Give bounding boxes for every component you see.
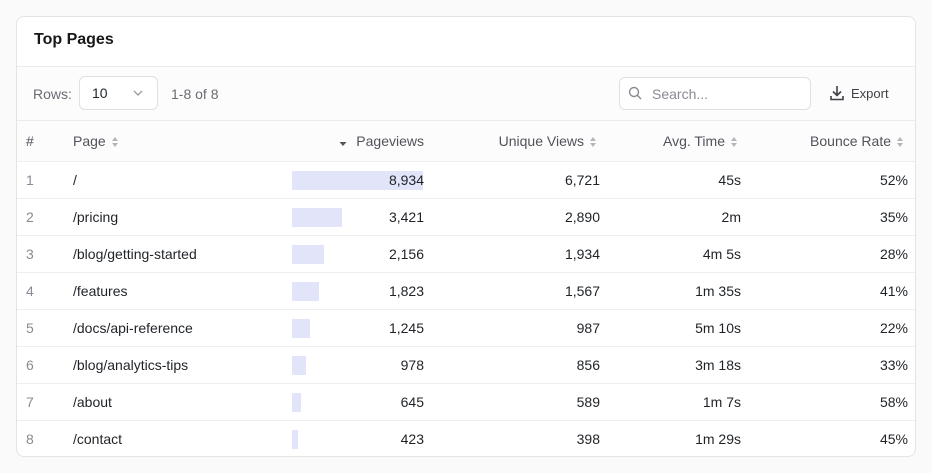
table-header: # Page Pageviews Unique Views Avg. Time … — [17, 121, 915, 161]
export-icon — [830, 86, 844, 101]
avg-time-cell: 5m 10s — [695, 320, 741, 336]
unique-views-cell: 856 — [576, 357, 600, 373]
table-row: 4/features 1,823 1,567 1m 35s 41% — [17, 272, 915, 309]
column-header[interactable]: Bounce Rate — [810, 133, 891, 149]
page-bar — [292, 319, 311, 338]
unique-views-cell: 987 — [576, 320, 600, 336]
unique-views-cell: 398 — [576, 431, 600, 447]
unique-views-cell: 2,890 — [564, 209, 600, 225]
page-cell: /features — [73, 283, 128, 299]
page-cell: /contact — [73, 431, 123, 447]
bounce-rate-cell: 52% — [879, 172, 908, 188]
avg-time-cell: 1m 7s — [702, 394, 741, 410]
table-row: 8/contact 423 398 1m 29s 45% — [17, 420, 915, 456]
rank-cell: 8 — [26, 431, 34, 447]
sort-icon — [339, 142, 347, 146]
unique-views-cell: 6,721 — [564, 172, 600, 188]
page-cell: / — [73, 172, 77, 188]
pageviews-cell: 8,934 — [388, 172, 424, 188]
avg-time-cell: 2m — [721, 209, 741, 225]
divider — [17, 120, 915, 121]
export-label: Export — [851, 86, 889, 101]
table-row: 5/docs/api-reference 1,245 987 5m 10s 22% — [17, 309, 915, 346]
page-cell: /blog/getting-started — [73, 246, 197, 262]
sort-icon — [897, 137, 903, 147]
pageviews-cell: 2,156 — [388, 246, 424, 262]
pageviews-cell: 1,245 — [388, 320, 424, 336]
column-header[interactable]: Avg. Time — [663, 133, 725, 149]
search-icon — [628, 86, 642, 100]
bounce-rate-cell: 28% — [879, 246, 908, 262]
chevron-icon — [133, 90, 143, 96]
table-card: Top Pages Rows: 10 1-8 of 8 Search... Ex… — [16, 16, 916, 457]
column-header: # — [26, 133, 34, 149]
pageviews-cell: 645 — [400, 394, 424, 410]
avg-time-cell: 1m 35s — [695, 283, 741, 299]
page-cell: /docs/api-reference — [73, 320, 193, 336]
rank-cell: 5 — [26, 320, 34, 336]
bounce-rate-cell: 35% — [879, 209, 908, 225]
bounce-rate-cell: 22% — [879, 320, 908, 336]
page-bar — [292, 356, 307, 375]
table-row: 3/blog/getting-started 2,156 1,934 4m 5s 28% — [17, 235, 915, 272]
page-cell: /blog/analytics-tips — [73, 357, 189, 373]
rank-cell: 4 — [26, 283, 34, 299]
rank-cell: 1 — [26, 172, 34, 188]
page-cell: /pricing — [73, 209, 119, 225]
range-text: 1-8 of 8 — [171, 86, 219, 102]
pageviews-cell: 978 — [400, 357, 424, 373]
divider — [17, 66, 915, 67]
avg-time-cell: 1m 29s — [695, 431, 741, 447]
page-bar — [292, 430, 299, 449]
column-header[interactable]: Unique Views — [498, 133, 584, 149]
sort-icon — [731, 137, 737, 147]
pageviews-cell: 3,421 — [388, 209, 424, 225]
table-row: 2/pricing 3,421 2,890 2m 35% — [17, 198, 915, 235]
page-bar — [292, 171, 423, 190]
rows-value: 10 — [92, 85, 108, 101]
avg-time-cell: 45s — [718, 172, 741, 188]
card-title: Top Pages — [34, 31, 114, 48]
sort-icon — [112, 137, 118, 147]
unique-views-cell: 589 — [576, 394, 600, 410]
pageviews-cell: 1,823 — [388, 283, 424, 299]
export-button[interactable]: Export — [825, 77, 895, 109]
bounce-rate-cell: 33% — [879, 357, 908, 373]
table-row: 6/blog/analytics-tips 978 856 3m 18s 33% — [17, 346, 915, 383]
bounce-rate-cell: 45% — [879, 431, 908, 447]
unique-views-cell: 1,567 — [564, 283, 600, 299]
rank-cell: 7 — [26, 394, 34, 410]
avg-time-cell: 4m 5s — [702, 246, 741, 262]
search-placeholder: Search... — [652, 86, 709, 102]
rank-cell: 2 — [26, 209, 34, 225]
rank-cell: 6 — [26, 357, 34, 373]
search-box[interactable]: Search... — [619, 77, 811, 110]
table-row: 1 / 8,934 6,721 45s 52% — [17, 161, 915, 198]
page-bar — [292, 245, 324, 264]
pageviews-cell: 423 — [400, 431, 424, 447]
unique-views-cell: 1,934 — [564, 246, 600, 262]
column-header[interactable]: Pageviews — [356, 133, 424, 149]
rows-select[interactable]: 10 — [79, 76, 158, 110]
avg-time-cell: 3m 18s — [695, 357, 741, 373]
bounce-rate-cell: 58% — [879, 394, 908, 410]
page-bar — [292, 393, 302, 412]
rank-cell: 3 — [26, 246, 34, 262]
rows-label: Rows: — [33, 86, 72, 102]
page-bar — [292, 208, 343, 227]
column-header[interactable]: Page — [73, 133, 106, 149]
sort-icon — [590, 137, 596, 147]
table-row: 7/about 645 589 1m 7s 58% — [17, 383, 915, 420]
bounce-rate-cell: 41% — [879, 283, 908, 299]
toolbar: Rows: 10 1-8 of 8 Search... Export — [17, 67, 915, 120]
page-cell: /about — [73, 394, 112, 410]
page-bar — [292, 282, 319, 301]
